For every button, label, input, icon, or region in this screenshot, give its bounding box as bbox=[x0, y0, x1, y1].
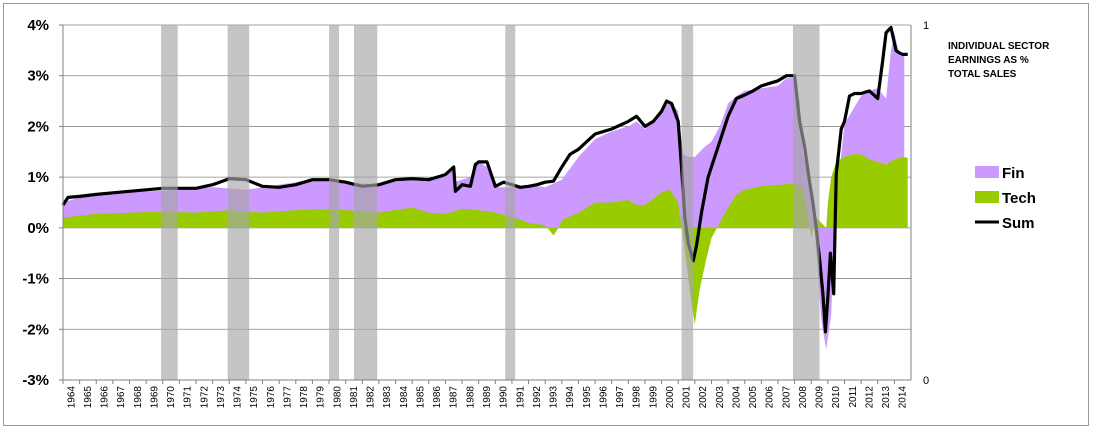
y-tick-label: -3% bbox=[22, 372, 49, 389]
x-tick-label: 1993 bbox=[549, 386, 560, 409]
y-tick-label: 1% bbox=[27, 169, 49, 186]
recession-bars bbox=[161, 25, 820, 380]
x-tick-label: 1971 bbox=[183, 386, 194, 409]
y2-axis-ticks: 10 bbox=[923, 20, 929, 387]
x-tick-label: 1976 bbox=[266, 386, 277, 409]
x-tick-label: 2013 bbox=[881, 386, 892, 409]
x-tick-label: 1982 bbox=[366, 386, 377, 409]
chart-title-line-3: TOTAL SALES bbox=[948, 69, 1017, 80]
x-tick-label: 1985 bbox=[416, 386, 427, 409]
x-tick-label: 1987 bbox=[449, 386, 460, 409]
x-tick-label: 1965 bbox=[83, 386, 94, 409]
chart-title-line-1: INDIVIDUAL SECTOR bbox=[948, 41, 1050, 52]
recession-bar bbox=[505, 25, 516, 380]
x-tick-label: 2008 bbox=[798, 386, 809, 409]
y2-tick-label: 0 bbox=[923, 375, 929, 387]
x-tick-label: 1973 bbox=[216, 386, 227, 409]
x-tick-label: 1996 bbox=[598, 386, 609, 409]
recession-bar bbox=[227, 25, 250, 380]
x-tick-label: 2004 bbox=[731, 386, 742, 409]
x-tick-label: 1968 bbox=[133, 386, 144, 409]
y2-tick-label: 1 bbox=[923, 20, 929, 32]
x-tick-label: 2002 bbox=[698, 386, 709, 409]
chart-title-line-2: EARNINGS AS % bbox=[948, 55, 1029, 66]
x-tick-label: 1969 bbox=[150, 386, 161, 409]
x-tick-label: 1984 bbox=[399, 386, 410, 409]
y-tick-label: -2% bbox=[22, 321, 49, 338]
y-axis-ticks: 4% 3% 2% 1% 0% -1% -2% -3% bbox=[22, 17, 63, 389]
x-tick-label: 2001 bbox=[682, 386, 693, 409]
recession-bar bbox=[353, 25, 378, 380]
x-tick-label: 2010 bbox=[831, 386, 842, 409]
x-tick-label: 2007 bbox=[781, 386, 792, 409]
x-tick-label: 1972 bbox=[199, 386, 210, 409]
x-tick-label: 1992 bbox=[532, 386, 543, 409]
x-tick-label: 2011 bbox=[848, 386, 859, 408]
series-area-fin bbox=[63, 32, 905, 350]
legend-label-fin: Fin bbox=[1002, 165, 1025, 182]
x-tick-label: 1981 bbox=[349, 386, 360, 409]
x-tick-label: 2006 bbox=[765, 386, 776, 409]
recession-bar bbox=[161, 25, 178, 380]
series-area-tech bbox=[63, 154, 908, 325]
x-tick-label: 1983 bbox=[382, 386, 393, 409]
x-tick-label: 2012 bbox=[864, 386, 875, 409]
x-axis-ticks: 1964 1965 1966 1967 1968 1969 1970 1971 1972 1973… bbox=[62, 380, 909, 409]
chart-title: INDIVIDUAL SECTOR EARNINGS AS % TOTAL SA… bbox=[948, 41, 1050, 80]
x-tick-label: 2009 bbox=[815, 386, 826, 409]
y-tick-label: 4% bbox=[27, 17, 49, 34]
y-tick-label: 3% bbox=[27, 68, 49, 85]
x-tick-label: 1964 bbox=[66, 386, 77, 409]
x-tick-label: 2000 bbox=[665, 386, 676, 409]
x-tick-label: 1999 bbox=[648, 386, 659, 409]
x-tick-label: 2005 bbox=[748, 386, 759, 409]
x-tick-label: 1979 bbox=[316, 386, 327, 409]
x-tick-label: 1967 bbox=[116, 386, 127, 409]
y-tick-label: 2% bbox=[27, 118, 49, 135]
x-tick-label: 1995 bbox=[582, 386, 593, 409]
recession-bar bbox=[681, 25, 694, 380]
x-tick-label: 2003 bbox=[715, 386, 726, 409]
y-tick-label: 0% bbox=[27, 220, 49, 237]
x-tick-label: 1997 bbox=[615, 386, 626, 409]
legend-swatch-fin bbox=[975, 166, 999, 178]
x-tick-label: 1978 bbox=[299, 386, 310, 409]
x-tick-label: 2014 bbox=[898, 386, 909, 409]
x-tick-label: 1988 bbox=[465, 386, 476, 409]
x-tick-label: 1970 bbox=[166, 386, 177, 409]
x-tick-label: 1989 bbox=[482, 386, 493, 409]
x-tick-label: 1980 bbox=[332, 386, 343, 409]
legend-label-sum: Sum bbox=[1002, 215, 1035, 232]
recession-bar bbox=[329, 25, 340, 380]
x-tick-label: 1994 bbox=[565, 386, 576, 409]
x-tick-label: 1974 bbox=[233, 386, 244, 409]
recession-bar bbox=[792, 25, 820, 380]
x-tick-label: 1991 bbox=[515, 386, 526, 409]
x-tick-label: 1975 bbox=[249, 386, 260, 409]
legend-swatch-tech bbox=[975, 191, 999, 203]
x-tick-label: 1966 bbox=[100, 386, 111, 409]
x-tick-label: 1977 bbox=[283, 386, 294, 409]
x-tick-label: 1986 bbox=[432, 386, 443, 409]
x-tick-label: 1998 bbox=[632, 386, 643, 409]
axes bbox=[62, 25, 912, 381]
y-tick-label: -1% bbox=[22, 271, 49, 288]
legend-label-tech: Tech bbox=[1002, 190, 1036, 207]
legend: Fin Tech Sum bbox=[975, 165, 1036, 232]
x-tick-label: 1990 bbox=[499, 386, 510, 409]
chart-frame: 4% 3% 2% 1% 0% -1% -2% -3% 1 0 1964 1965 1966 1967 196… bbox=[3, 3, 1089, 426]
